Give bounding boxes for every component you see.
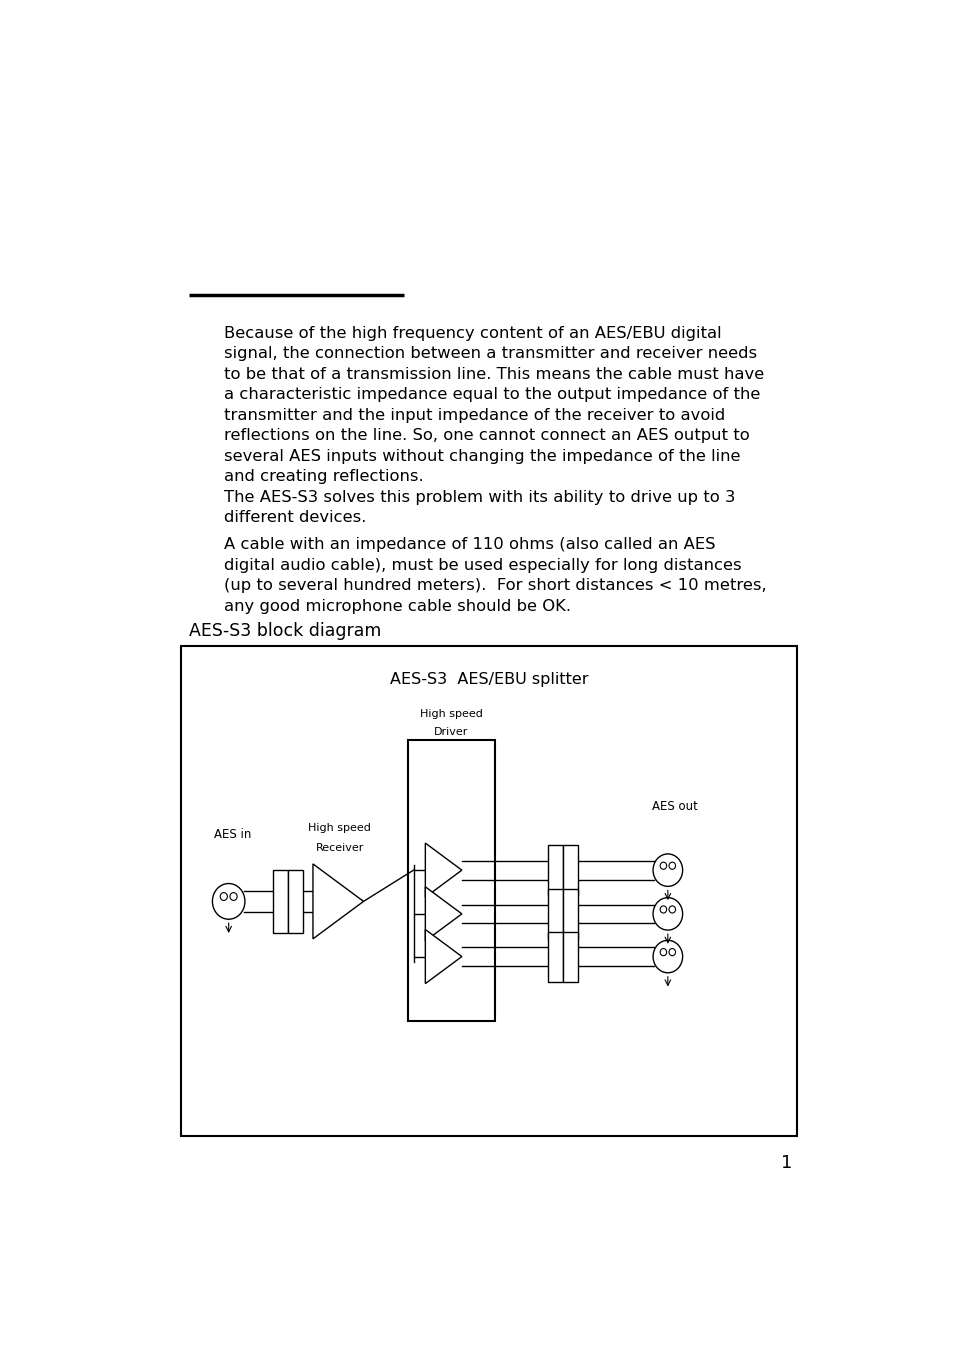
Ellipse shape	[653, 854, 682, 887]
Text: signal, the connection between a transmitter and receiver needs: signal, the connection between a transmi…	[224, 346, 757, 361]
Polygon shape	[425, 844, 461, 898]
Bar	[562, 845, 577, 895]
Text: The AES-S3 solves this problem with its ability to drive up to 3: The AES-S3 solves this problem with its …	[224, 489, 735, 504]
Bar	[180, 646, 797, 1136]
Text: to be that of a transmission line. This means the cable must have: to be that of a transmission line. This …	[224, 366, 763, 381]
Polygon shape	[313, 864, 363, 938]
Polygon shape	[425, 887, 461, 941]
Text: A cable with an impedance of 110 ohms (also called an AES: A cable with an impedance of 110 ohms (a…	[224, 537, 715, 552]
Text: digital audio cable), must be used especially for long distances: digital audio cable), must be used espec…	[224, 557, 741, 572]
Ellipse shape	[230, 892, 237, 900]
Text: High speed: High speed	[419, 710, 482, 719]
Ellipse shape	[668, 863, 675, 869]
Text: different devices.: different devices.	[224, 510, 366, 526]
Text: and creating reflections.: and creating reflections.	[224, 469, 423, 484]
Bar	[547, 845, 562, 895]
Bar	[288, 871, 302, 933]
Text: a characteristic impedance equal to the output impedance of the: a characteristic impedance equal to the …	[224, 387, 760, 402]
Text: several AES inputs without changing the impedance of the line: several AES inputs without changing the …	[224, 449, 740, 464]
Text: Driver: Driver	[434, 727, 468, 737]
Polygon shape	[425, 929, 461, 984]
Ellipse shape	[668, 949, 675, 956]
Text: (up to several hundred meters).  For short distances < 10 metres,: (up to several hundred meters). For shor…	[224, 579, 766, 594]
Ellipse shape	[220, 892, 227, 900]
Text: AES out: AES out	[652, 800, 698, 813]
Text: 1: 1	[780, 1155, 791, 1172]
Text: Because of the high frequency content of an AES/EBU digital: Because of the high frequency content of…	[224, 326, 721, 341]
Text: reflections on the line. So, one cannot connect an AES output to: reflections on the line. So, one cannot …	[224, 429, 749, 443]
Text: Receiver: Receiver	[315, 844, 363, 853]
Text: High speed: High speed	[308, 822, 371, 833]
Ellipse shape	[653, 898, 682, 930]
Text: AES-S3  AES/EBU splitter: AES-S3 AES/EBU splitter	[389, 672, 588, 687]
Bar	[562, 888, 577, 938]
Bar	[547, 932, 562, 982]
Ellipse shape	[668, 906, 675, 913]
Bar	[407, 740, 495, 1021]
Ellipse shape	[659, 906, 666, 913]
Ellipse shape	[213, 883, 245, 919]
Ellipse shape	[653, 941, 682, 973]
Text: transmitter and the input impedance of the receiver to avoid: transmitter and the input impedance of t…	[224, 408, 724, 423]
Text: any good microphone cable should be OK.: any good microphone cable should be OK.	[224, 599, 571, 614]
Ellipse shape	[659, 863, 666, 869]
Bar	[562, 932, 577, 982]
Bar	[273, 871, 288, 933]
Text: AES-S3 block diagram: AES-S3 block diagram	[190, 622, 381, 641]
Bar	[547, 888, 562, 938]
Ellipse shape	[659, 949, 666, 956]
Text: AES in: AES in	[213, 827, 251, 841]
